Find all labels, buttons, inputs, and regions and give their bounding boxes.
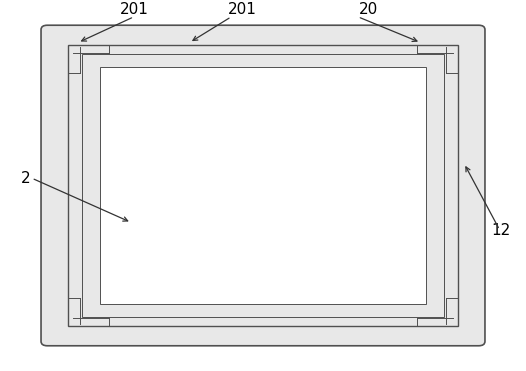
Text: 201: 201 (120, 2, 148, 17)
Text: 12: 12 (491, 223, 510, 237)
Text: 201: 201 (228, 2, 256, 17)
Bar (82, 54, 444, 317)
FancyBboxPatch shape (41, 25, 485, 346)
Text: 2: 2 (21, 171, 31, 186)
Bar (100, 67, 426, 304)
Bar (68, 45, 458, 326)
Text: 20: 20 (359, 2, 378, 17)
